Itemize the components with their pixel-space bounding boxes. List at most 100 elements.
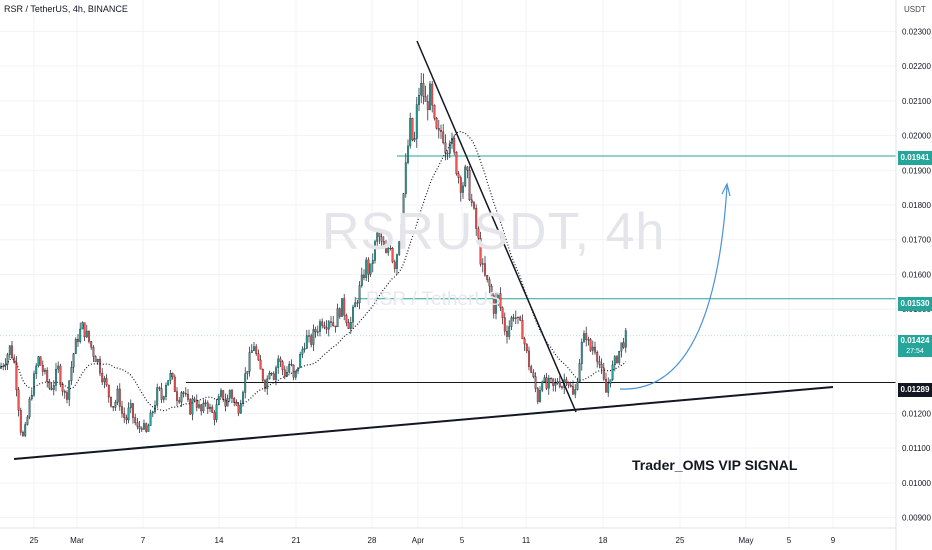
candle-body [94,356,97,363]
candle-body [72,353,75,368]
candle-body [402,193,405,225]
candle-body [19,410,22,433]
candle-body [85,330,88,338]
y-tick-label: 0.01600 [902,270,931,279]
candle-body [88,330,90,342]
candle-body [182,392,185,394]
candle-body [314,329,317,333]
candle-body [352,306,354,323]
projection-arrowhead [721,182,731,197]
candle-body [501,307,504,318]
candle-body [594,346,596,353]
candle-body [0,366,2,369]
candle-body [140,428,143,430]
candle-body [409,118,412,147]
candle-body [59,365,62,385]
candle-body [387,247,390,253]
candle-body [259,359,262,370]
candle-body [451,138,453,144]
y-tick-label: 0.02300 [902,27,931,36]
candle-body [61,384,64,392]
candle-body [376,232,379,242]
candle-body [418,94,420,105]
candle-body [35,365,38,374]
candle-body [17,389,20,411]
candle-body [561,386,563,388]
candle-body [292,364,295,378]
candle-body [224,399,227,407]
candle-body [374,241,376,261]
candle-body [191,398,194,415]
horizontal-levels [0,155,896,383]
candle-body [466,166,469,171]
candle-body [572,386,574,395]
candle-countdown: 27:54 [906,348,924,355]
candle-body [279,358,282,362]
candle-body [275,367,277,380]
candle-body [583,333,585,343]
candle-body [121,406,123,414]
candle-body [481,263,484,265]
candle-body [528,350,530,367]
candle-body [506,331,508,337]
candle-body [334,325,337,328]
candle-body [600,364,603,369]
candle-body [68,380,71,400]
candle-body [613,356,616,366]
candle-body [486,275,489,280]
candle-body [422,82,425,97]
candle-body [127,407,130,421]
candle-body [149,412,152,426]
candle-body [404,162,407,194]
candle-body [301,349,304,355]
candle-body [523,338,526,345]
candle-body [415,104,418,139]
candle-body [226,397,229,407]
candle-body [22,432,24,436]
candle-body [576,381,579,390]
moving-average-line [0,131,627,412]
candle-body [250,350,253,353]
y-tick-label: 0.02100 [902,97,931,106]
projection-curve [619,185,728,390]
candle-body [371,260,374,264]
candle-body [385,248,387,253]
candle-body [66,392,68,400]
candle-body [411,118,414,141]
candle-body [99,359,101,374]
candle-body [622,342,625,348]
candle-body [587,339,590,341]
candle-body [521,320,524,340]
candle-body [206,402,209,409]
candle-body [33,373,35,396]
x-tick-label: 28 [368,536,377,545]
candle-body [204,402,207,404]
ascending-trendline [13,386,834,460]
symbol-watermark-sub: RSR / TetherUS [366,289,501,310]
candle-body [15,362,18,390]
candle-body [90,341,93,348]
candle-body [112,406,115,408]
candle-body [479,238,482,265]
candle-body [550,377,552,380]
candle-body [237,405,240,414]
candle-body [222,390,225,400]
candle-body [270,373,273,375]
candle-body [101,373,104,383]
candle-body [440,130,442,132]
candle-body [261,369,264,381]
symbol-watermark: RSRUSDT, 4h [322,203,666,261]
candle-body [442,131,445,143]
candle-body [162,396,165,400]
candle-body [624,330,627,348]
candle-body [6,354,9,365]
candle-body [347,322,350,329]
candle-body [8,345,11,355]
candle-body [118,388,121,407]
candle-body [574,389,577,395]
candle-body [455,152,458,174]
candle-body [74,339,77,354]
candle-body [220,390,222,397]
chart-grid [0,0,896,528]
candle-body [596,352,599,362]
